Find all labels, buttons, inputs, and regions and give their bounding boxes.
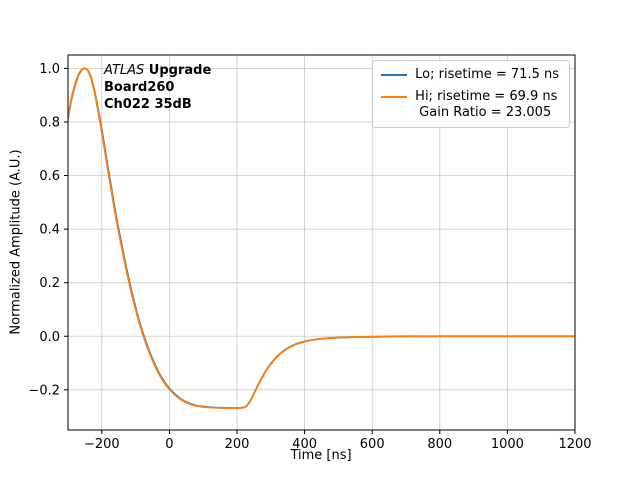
svg-text:0.6: 0.6 xyxy=(39,169,60,184)
svg-text:0.0: 0.0 xyxy=(39,330,60,345)
svg-text:0.2: 0.2 xyxy=(39,276,60,291)
legend-label-lo: Lo; risetime = 71.5 ns xyxy=(415,67,559,82)
legend-label-gain-ratio: Gain Ratio = 23.005 xyxy=(419,105,552,120)
legend-label-hi: Hi; risetime = 69.9 ns xyxy=(415,89,558,104)
svg-text:0.8: 0.8 xyxy=(39,115,60,130)
annotation-line-2: Board260 xyxy=(104,80,175,95)
svg-text:−0.2: −0.2 xyxy=(28,383,60,398)
svg-text:1200: 1200 xyxy=(558,437,591,452)
legend-entry-hi: Hi; risetime = 69.9 ns Gain Ratio = 23.0… xyxy=(381,89,559,121)
legend-entry-hi-text: Hi; risetime = 69.9 ns Gain Ratio = 23.0… xyxy=(415,89,557,121)
svg-text:1.0: 1.0 xyxy=(39,62,60,77)
legend-entry-lo-text: Lo; risetime = 71.5 ns xyxy=(415,67,559,83)
annotation-line-1: ATLAS Upgrade xyxy=(104,62,211,79)
annotation-line-3: Ch022 35dB xyxy=(104,97,192,112)
svg-text:600: 600 xyxy=(360,437,385,452)
legend-entry-lo: Lo; risetime = 71.5 ns xyxy=(381,67,559,83)
svg-text:−200: −200 xyxy=(84,437,120,452)
svg-text:0.4: 0.4 xyxy=(39,223,60,238)
upgrade-label: Upgrade xyxy=(144,63,212,78)
x-axis-label: Time [ns] xyxy=(290,448,352,463)
y-axis-label: Normalized Amplitude (A.U.) xyxy=(8,149,24,335)
atlas-label: ATLAS xyxy=(104,63,145,78)
annotation-block: ATLAS Upgrade Board260 Ch022 35dB xyxy=(104,62,211,113)
svg-text:400: 400 xyxy=(292,437,317,452)
svg-text:0: 0 xyxy=(165,437,173,452)
svg-text:1000: 1000 xyxy=(491,437,524,452)
svg-text:800: 800 xyxy=(427,437,452,452)
legend: Lo; risetime = 71.5 ns Hi; risetime = 69… xyxy=(372,60,570,128)
lo-line-sample xyxy=(381,74,408,76)
svg-text:200: 200 xyxy=(225,437,250,452)
hi-line-sample xyxy=(381,96,408,98)
